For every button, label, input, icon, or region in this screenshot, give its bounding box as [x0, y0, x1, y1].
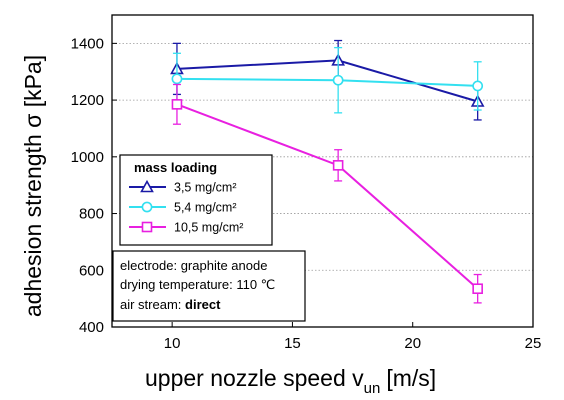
square-marker: [332, 160, 344, 171]
plot-area-frame: [111, 14, 534, 328]
y-tick-label: 1400: [71, 35, 104, 52]
square-marker: [472, 283, 483, 295]
legend: mass loading 3,5 mg/cm² 5,4 mg/cm² 10,5 mg…: [119, 154, 273, 246]
y-tick-label: 600: [79, 262, 104, 279]
annotation-line-drying-temperature: drying temperature: 110 ℃: [120, 277, 275, 292]
circle-marker: [171, 73, 183, 85]
series-3: [171, 83, 483, 304]
square-marker: [141, 221, 153, 233]
square-marker: [171, 99, 183, 110]
legend-label: 10,5 mg/cm²: [174, 221, 243, 235]
y-tick-label: 1200: [71, 92, 104, 109]
y-tick-label: 800: [79, 206, 104, 223]
annotation-box: [112, 250, 306, 322]
conditions-annotation: electrode: graphite anode drying tempera…: [112, 250, 306, 322]
x-axis-title-unit: [m/s]: [386, 365, 436, 391]
series-2: [171, 46, 484, 114]
x-axis-title-main: upper nozzle speed v: [145, 365, 364, 391]
legend-item: 10,5 mg/cm²: [129, 221, 243, 235]
y-tick-label: 400: [79, 319, 104, 336]
annotation-air-stream-label: air stream:: [120, 297, 185, 312]
circle-marker: [472, 80, 484, 92]
x-axis-title-subscript: un: [364, 380, 381, 397]
x-tick-label: 10: [164, 335, 181, 352]
x-axis-ticks: 10 15 20 25: [164, 322, 542, 352]
series-layer: [170, 39, 485, 304]
x-tick-label: 15: [284, 335, 301, 352]
legend-label: 3,5 mg/cm²: [174, 181, 237, 195]
legend-title: mass loading: [134, 160, 217, 175]
y-tick-label: 1000: [71, 149, 104, 166]
triangle-marker: [140, 179, 154, 193]
y-axis-title: adhesion strength σ [kPa]: [20, 55, 46, 317]
annotation-line-electrode: electrode: graphite anode: [120, 258, 267, 273]
series-line: [176, 77, 478, 87]
x-tick-label: 25: [525, 335, 542, 352]
circle-marker: [141, 201, 153, 213]
annotation-line-air-stream: air stream: direct: [120, 297, 221, 312]
legend-items: 3,5 mg/cm² 5,4 mg/cm² 10,5 mg/cm²: [129, 179, 243, 235]
legend-item: 3,5 mg/cm²: [129, 179, 237, 195]
annotation-air-stream-value: direct: [185, 297, 221, 312]
x-tick-label: 20: [404, 335, 421, 352]
y-axis-ticks: 400 600 800 1000 1200 1400: [71, 35, 117, 336]
legend-item: 5,4 mg/cm²: [129, 201, 237, 215]
legend-label: 5,4 mg/cm²: [174, 201, 237, 215]
x-axis-title: upper nozzle speed vun [m/s]: [145, 365, 436, 397]
circle-marker: [332, 74, 344, 86]
